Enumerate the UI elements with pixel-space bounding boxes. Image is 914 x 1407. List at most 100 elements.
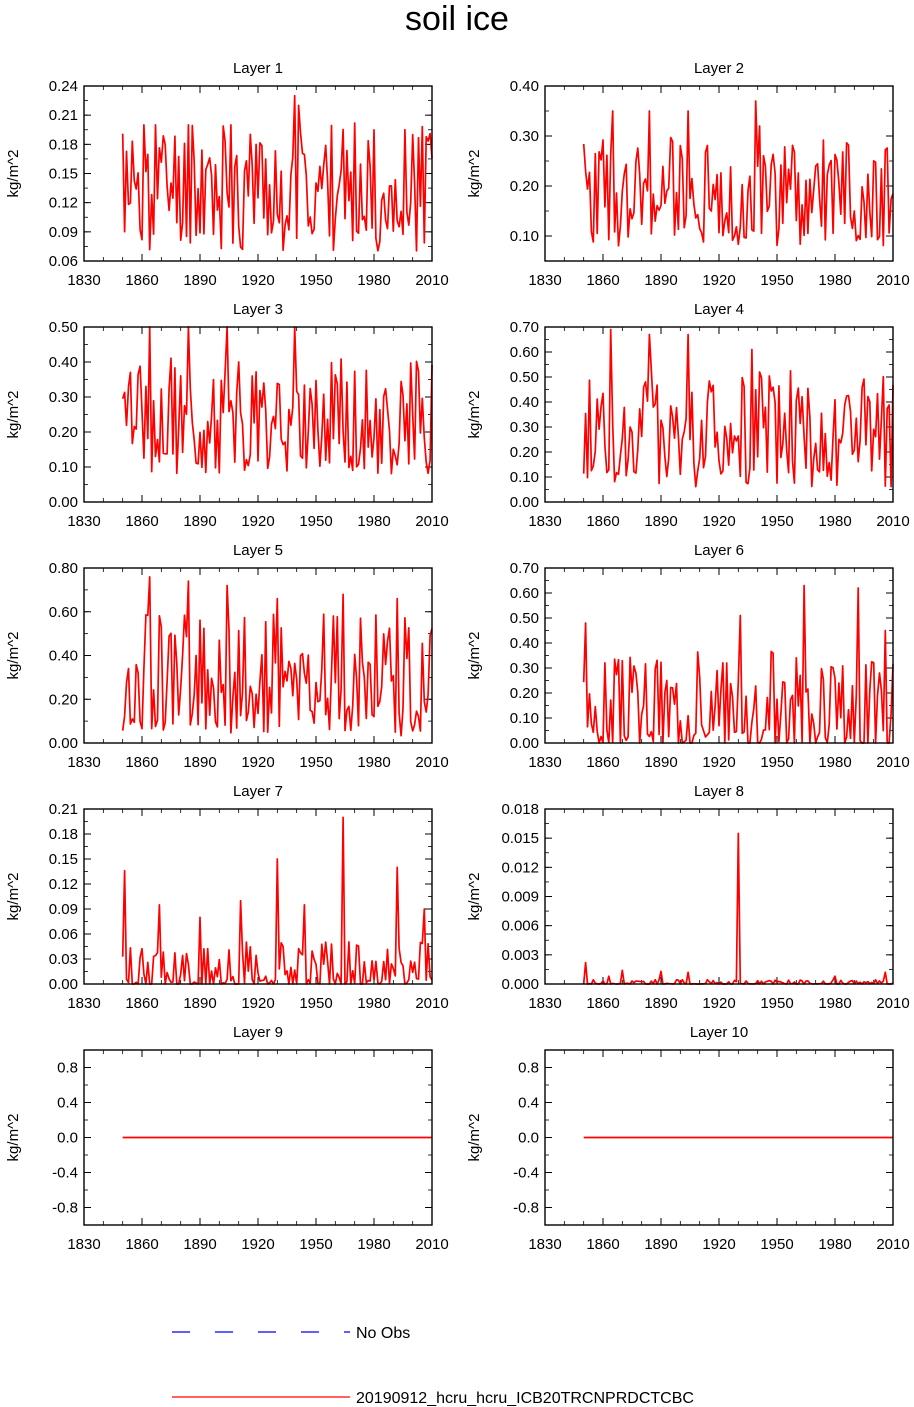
x-tick-label: 1890: [183, 754, 216, 771]
x-tick-label: 1920: [702, 513, 735, 530]
panel-layer-7: Layer 7 kg/m^2 1830 1860 1890 1920 1950 1980 201…: [5, 783, 449, 1012]
x-tick-label: 1890: [183, 1236, 216, 1253]
y-tick-label: 0.80: [49, 560, 78, 577]
x-tick-label: 1860: [125, 513, 158, 530]
y-tick-label: 0.03: [49, 951, 78, 968]
x-tick-label: 1830: [67, 995, 100, 1012]
y-tick-label: 0.00: [49, 735, 78, 752]
y-tick-label: 0.40: [510, 78, 539, 95]
panel-layer-6: Layer 6 kg/m^2 1830 1860 1890 1920 1950 1980 201…: [466, 542, 910, 771]
x-tick-label: 1860: [586, 1236, 619, 1253]
plot-frame: [83, 1049, 433, 1226]
y-axis-label: kg/m^2: [5, 873, 22, 921]
x-tick-label: 1860: [586, 513, 619, 530]
series-line: [121, 326, 433, 475]
x-tick-label: 2010: [876, 1236, 909, 1253]
x-tick-label: 1890: [183, 272, 216, 289]
y-tick-label: 0.60: [510, 585, 539, 602]
y-tick-label: 0.8: [57, 1060, 78, 1077]
y-tick-label: 0.06: [49, 253, 78, 270]
panel-title: Layer 1: [233, 60, 283, 77]
x-tick-label: 2010: [876, 272, 909, 289]
y-tick-label: 0.00: [510, 494, 539, 511]
x-tick-label: 1890: [644, 513, 677, 530]
plot-frame: [544, 808, 894, 985]
y-tick-label: -0.8: [52, 1200, 78, 1217]
y-tick-label: 0.20: [49, 691, 78, 708]
x-tick-label: 1890: [644, 995, 677, 1012]
y-axis-label: kg/m^2: [5, 391, 22, 439]
y-tick-label: 0.20: [510, 685, 539, 702]
x-tick-label: 1920: [241, 754, 274, 771]
y-axis-label: kg/m^2: [466, 873, 483, 921]
x-tick-label: 1860: [125, 1236, 158, 1253]
y-axis-label: kg/m^2: [466, 150, 483, 198]
series-line: [121, 94, 433, 252]
y-tick-label: 0.15: [49, 166, 78, 183]
plot-frame: [83, 326, 433, 503]
panel-title: Layer 2: [694, 60, 744, 77]
panel-title: Layer 3: [233, 301, 283, 318]
x-tick-label: 1950: [760, 754, 793, 771]
plot-frame: [83, 808, 433, 985]
panel-title: Layer 9: [233, 1024, 283, 1041]
y-tick-label: 0.60: [510, 344, 539, 361]
x-tick-label: 1860: [125, 754, 158, 771]
y-tick-label: -0.4: [52, 1165, 78, 1182]
y-tick-label: 0.06: [49, 926, 78, 943]
y-tick-label: 0.10: [49, 459, 78, 476]
y-axis-label: kg/m^2: [466, 1114, 483, 1162]
y-tick-label: -0.4: [513, 1165, 539, 1182]
y-tick-label: 0.018: [501, 801, 539, 818]
y-tick-label: 0.50: [510, 610, 539, 627]
x-tick-label: 1920: [702, 995, 735, 1012]
y-tick-label: 0.10: [510, 710, 539, 727]
y-tick-label: 0.40: [49, 648, 78, 665]
plot-frame: [544, 1049, 894, 1226]
panel-layer-10: Layer 10 kg/m^2 1830 1860 1890 1920 1950 1980 20…: [466, 1024, 910, 1253]
x-tick-label: 1980: [818, 995, 851, 1012]
legend-obs-label: No Obs: [356, 1325, 410, 1342]
y-tick-label: 0.10: [510, 228, 539, 245]
series-line: [121, 816, 433, 985]
y-tick-label: 0.4: [57, 1095, 78, 1112]
y-tick-label: 0.70: [510, 319, 539, 336]
y-tick-label: 0.12: [49, 195, 78, 212]
y-axis-label: kg/m^2: [466, 632, 483, 680]
x-tick-label: 1830: [528, 754, 561, 771]
x-tick-label: 1920: [241, 513, 274, 530]
panels: Layer 1 kg/m^2 1830 1860 1890 1920 1950 1980 201…: [5, 60, 910, 1253]
x-tick-label: 1950: [760, 1236, 793, 1253]
x-tick-label: 1830: [67, 1236, 100, 1253]
x-tick-label: 1950: [299, 272, 332, 289]
x-tick-label: 1830: [528, 272, 561, 289]
x-tick-label: 1920: [241, 995, 274, 1012]
x-tick-label: 1830: [67, 272, 100, 289]
x-tick-label: 1890: [644, 754, 677, 771]
y-tick-label: 0.40: [510, 394, 539, 411]
x-tick-label: 1980: [357, 272, 390, 289]
x-tick-label: 1920: [241, 1236, 274, 1253]
legend-series-label: 20190912_hcru_hcru_ICB20TRCNPRDCTCBC: [356, 1390, 694, 1407]
x-tick-label: 2010: [415, 754, 448, 771]
y-tick-label: 0.003: [501, 947, 539, 964]
x-tick-label: 1980: [818, 1236, 851, 1253]
y-axis-label: kg/m^2: [5, 150, 22, 198]
x-tick-label: 1950: [760, 513, 793, 530]
panel-layer-5: Layer 5 kg/m^2 1830 1860 1890 1920 1950 1980 201…: [5, 542, 449, 771]
y-tick-label: 0.21: [49, 107, 78, 124]
x-tick-label: 1920: [702, 1236, 735, 1253]
y-tick-label: 0.30: [510, 128, 539, 145]
x-tick-label: 1980: [357, 754, 390, 771]
x-tick-label: 1920: [702, 272, 735, 289]
x-tick-label: 1950: [760, 272, 793, 289]
y-tick-label: 0.00: [49, 494, 78, 511]
y-tick-label: 0.015: [501, 830, 539, 847]
x-tick-label: 1890: [183, 995, 216, 1012]
series-line: [121, 575, 433, 737]
y-tick-label: 0.70: [510, 560, 539, 577]
y-axis-label: kg/m^2: [466, 391, 483, 439]
x-tick-label: 1980: [357, 513, 390, 530]
y-tick-label: 0.30: [510, 660, 539, 677]
